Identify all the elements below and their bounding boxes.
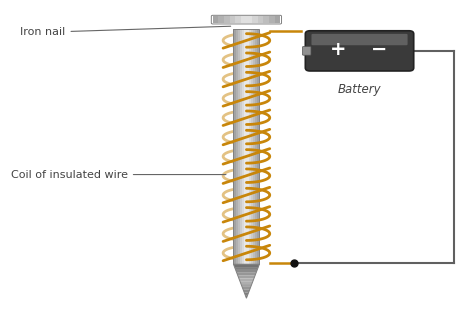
Polygon shape (229, 16, 235, 23)
Polygon shape (248, 29, 251, 264)
Polygon shape (213, 16, 219, 23)
Text: Battery: Battery (337, 83, 381, 96)
Polygon shape (255, 29, 257, 264)
Polygon shape (224, 16, 229, 23)
Polygon shape (236, 270, 257, 273)
Polygon shape (246, 16, 252, 23)
Polygon shape (242, 29, 244, 264)
Polygon shape (258, 16, 263, 23)
Text: Coil of insulated wire: Coil of insulated wire (11, 169, 226, 179)
Text: +: + (329, 40, 346, 59)
Polygon shape (238, 29, 240, 264)
Polygon shape (253, 29, 255, 264)
Polygon shape (239, 278, 254, 281)
Polygon shape (241, 16, 246, 23)
Polygon shape (257, 29, 259, 264)
Polygon shape (246, 295, 247, 298)
FancyBboxPatch shape (302, 46, 311, 55)
Polygon shape (243, 290, 250, 293)
Polygon shape (234, 29, 236, 264)
Polygon shape (244, 29, 246, 264)
Polygon shape (237, 273, 256, 275)
FancyBboxPatch shape (305, 31, 414, 71)
Text: −: − (371, 40, 388, 59)
Polygon shape (240, 29, 242, 264)
Polygon shape (269, 16, 274, 23)
Polygon shape (240, 281, 253, 284)
Polygon shape (219, 16, 224, 23)
Polygon shape (236, 29, 238, 264)
Polygon shape (246, 29, 248, 264)
Polygon shape (274, 16, 280, 23)
Polygon shape (235, 267, 258, 270)
Polygon shape (234, 264, 259, 267)
FancyBboxPatch shape (311, 34, 408, 45)
Polygon shape (263, 16, 269, 23)
Polygon shape (242, 287, 251, 290)
Polygon shape (241, 284, 252, 287)
Polygon shape (235, 16, 241, 23)
Text: Iron nail: Iron nail (20, 26, 231, 37)
Polygon shape (244, 293, 248, 295)
Polygon shape (252, 16, 258, 23)
Polygon shape (238, 275, 255, 278)
Polygon shape (251, 29, 253, 264)
